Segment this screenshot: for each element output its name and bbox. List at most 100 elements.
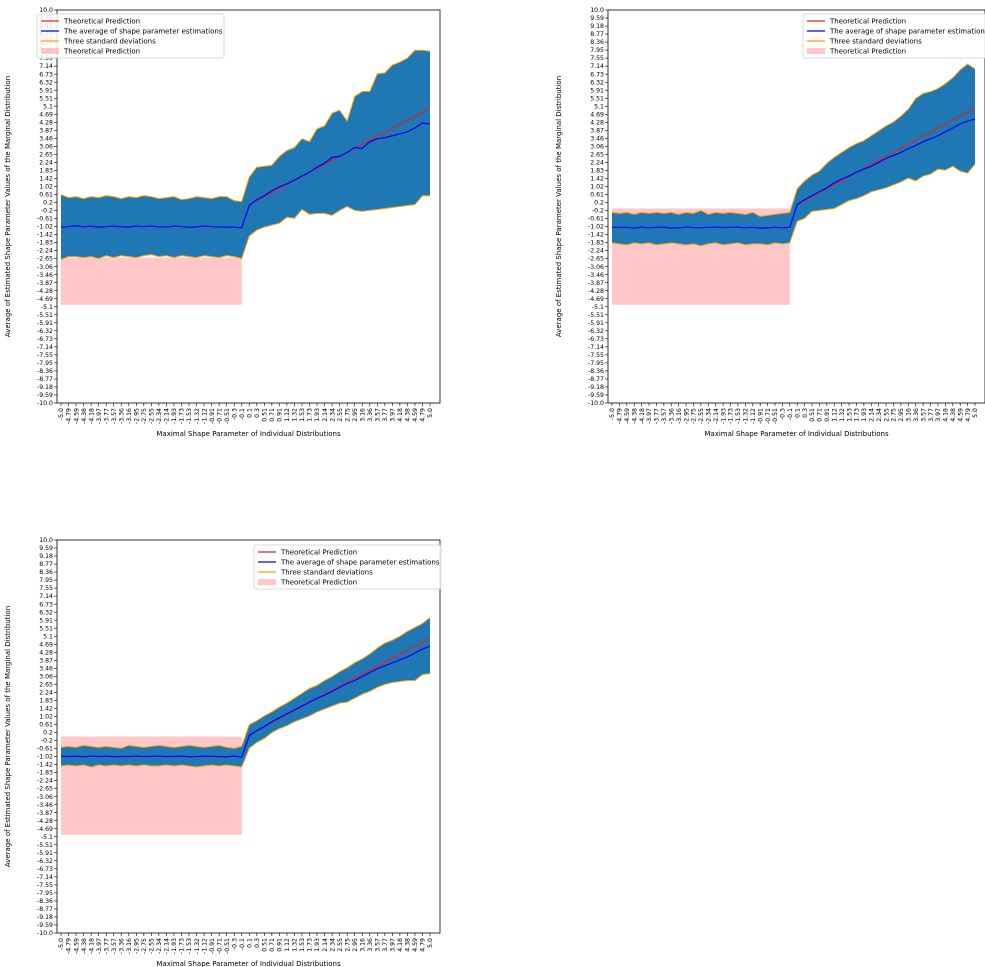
x-tick-label: -0.71 <box>765 408 772 424</box>
x-tick-label: -0.91 <box>757 408 764 424</box>
y-tick-label: 4.69 <box>39 111 53 118</box>
y-tick-label: 3.87 <box>39 127 53 134</box>
x-tick-label: -0.71 <box>216 938 223 954</box>
x-tick-label: -0.1 <box>239 408 246 420</box>
x-tick-label: 3.97 <box>390 408 397 422</box>
x-tick-label: -2.95 <box>134 938 141 954</box>
y-tick-label: 3.46 <box>39 665 53 672</box>
x-tick-label: 4.38 <box>950 408 957 422</box>
chart-panel-top-right: 10.09.599.188.778.367.957.557.146.736.32… <box>555 7 985 438</box>
y-tick-label: -2.24 <box>588 248 604 255</box>
x-tick-label: 1.93 <box>314 408 321 422</box>
x-tick-label: 3.97 <box>390 938 397 952</box>
y-tick-label: 7.14 <box>39 593 53 600</box>
y-tick-label: -0.2 <box>41 738 53 745</box>
y-axis-label: Average of Estimated Shape Parameter Val… <box>4 76 12 337</box>
x-tick-label: 1.32 <box>292 408 299 422</box>
y-tick-label: -5.1 <box>41 304 53 311</box>
y-tick-label: -4.28 <box>37 288 53 295</box>
x-tick-label: -3.77 <box>103 938 110 954</box>
x-tick-label: -4.18 <box>639 408 646 424</box>
x-tick-label: -0.3 <box>780 408 787 420</box>
y-tick-label: 8.77 <box>39 561 53 568</box>
x-tick-label: -1.93 <box>171 938 178 954</box>
mean-line <box>60 122 431 229</box>
x-tick-label: -2.75 <box>691 408 698 424</box>
theory-shade-region <box>61 257 242 305</box>
legend-box <box>802 13 985 59</box>
x-tick-label: 2.95 <box>352 408 359 422</box>
y-tick-label: -2.65 <box>588 256 604 263</box>
y-tick-label: -5.51 <box>588 312 604 319</box>
x-tick-label: 1.12 <box>284 408 291 422</box>
y-tick-label: -9.18 <box>37 914 53 921</box>
legend-label: Theoretical Prediction <box>63 47 140 55</box>
y-tick-label: -3.87 <box>37 810 53 817</box>
y-tick-label: 5.1 <box>43 633 53 640</box>
y-tick-label: 4.28 <box>590 119 604 126</box>
y-tick-label: 5.91 <box>39 617 53 624</box>
x-tick-label: 1.32 <box>839 408 846 422</box>
std-upper-line <box>60 617 431 749</box>
x-tick-label: 0.91 <box>277 938 284 952</box>
y-tick-label: 2.65 <box>39 151 53 158</box>
x-tick-label: -4.38 <box>81 938 88 954</box>
y-tick-label: 6.32 <box>590 79 604 86</box>
y-tick-label: 1.83 <box>39 168 53 175</box>
x-tick-label: -1.12 <box>201 408 208 424</box>
x-tick-label: 1.73 <box>307 408 314 422</box>
y-tick-label: -5.1 <box>592 304 604 311</box>
y-tick-label: -5.51 <box>37 842 53 849</box>
x-tick-label: -0.51 <box>224 938 231 954</box>
x-tick-label: 2.14 <box>868 408 875 422</box>
x-axis-label: Maximal Shape Parameter of Individual Di… <box>704 430 889 438</box>
y-tick-label: 5.51 <box>39 95 53 102</box>
y-tick-label: 0.61 <box>39 722 53 729</box>
y-tick-label: 4.28 <box>39 119 53 126</box>
y-tick-label: 1.83 <box>39 698 53 705</box>
x-tick-label: -4.59 <box>624 408 631 424</box>
x-tick-label: 2.95 <box>898 408 905 422</box>
x-tick-label: -1.53 <box>186 408 193 424</box>
x-tick-label: 0.91 <box>824 408 831 422</box>
y-tick-label: -0.2 <box>41 208 53 215</box>
x-tick-label: 3.97 <box>935 408 942 422</box>
y-tick-label: 9.59 <box>590 15 604 22</box>
x-tick-label: -2.34 <box>156 408 163 424</box>
x-tick-label: 0.3 <box>254 408 261 418</box>
y-tick-label: -5.91 <box>37 320 53 327</box>
x-tick-label: -3.36 <box>118 408 125 424</box>
y-tick-label: -4.69 <box>588 296 604 303</box>
y-tick-label: 1.02 <box>590 184 604 191</box>
y-tick-label: -9.18 <box>588 384 604 391</box>
y-tick-label: 3.87 <box>39 657 53 664</box>
x-tick-label: 2.14 <box>322 938 329 952</box>
y-tick-label: -0.61 <box>37 216 53 223</box>
y-tick-label: 3.06 <box>39 673 53 680</box>
x-tick-label: 0.51 <box>809 408 816 422</box>
y-tick-label: 0.2 <box>594 200 604 207</box>
x-tick-label: 3.57 <box>374 408 381 422</box>
y-tick-label: 7.55 <box>39 55 53 62</box>
y-tick-label: -9.59 <box>588 392 604 399</box>
x-tick-label: -5.0 <box>609 408 616 420</box>
y-tick-label: -4.69 <box>37 826 53 833</box>
x-tick-label: -1.93 <box>171 408 178 424</box>
y-tick-label: -7.55 <box>37 882 53 889</box>
x-tick-label: -1.32 <box>743 408 750 424</box>
x-tick-label: -5.0 <box>58 408 65 420</box>
x-tick-label: 1.12 <box>831 408 838 422</box>
y-tick-label: -7.95 <box>37 890 53 897</box>
x-tick-label: 2.55 <box>337 938 344 952</box>
x-tick-label: 4.18 <box>397 408 404 422</box>
x-tick-label: 4.18 <box>397 938 404 952</box>
x-tick-label: 4.79 <box>420 938 427 952</box>
y-tick-label: 10.0 <box>39 7 53 14</box>
y-tick-label: -6.73 <box>588 336 604 343</box>
x-tick-label: 4.79 <box>420 408 427 422</box>
y-tick-label: -3.46 <box>37 272 53 279</box>
y-tick-label: 6.73 <box>39 71 53 78</box>
y-tick-label: 7.55 <box>590 55 604 62</box>
x-tick-label: 3.16 <box>906 408 913 422</box>
legend-box <box>36 13 225 59</box>
